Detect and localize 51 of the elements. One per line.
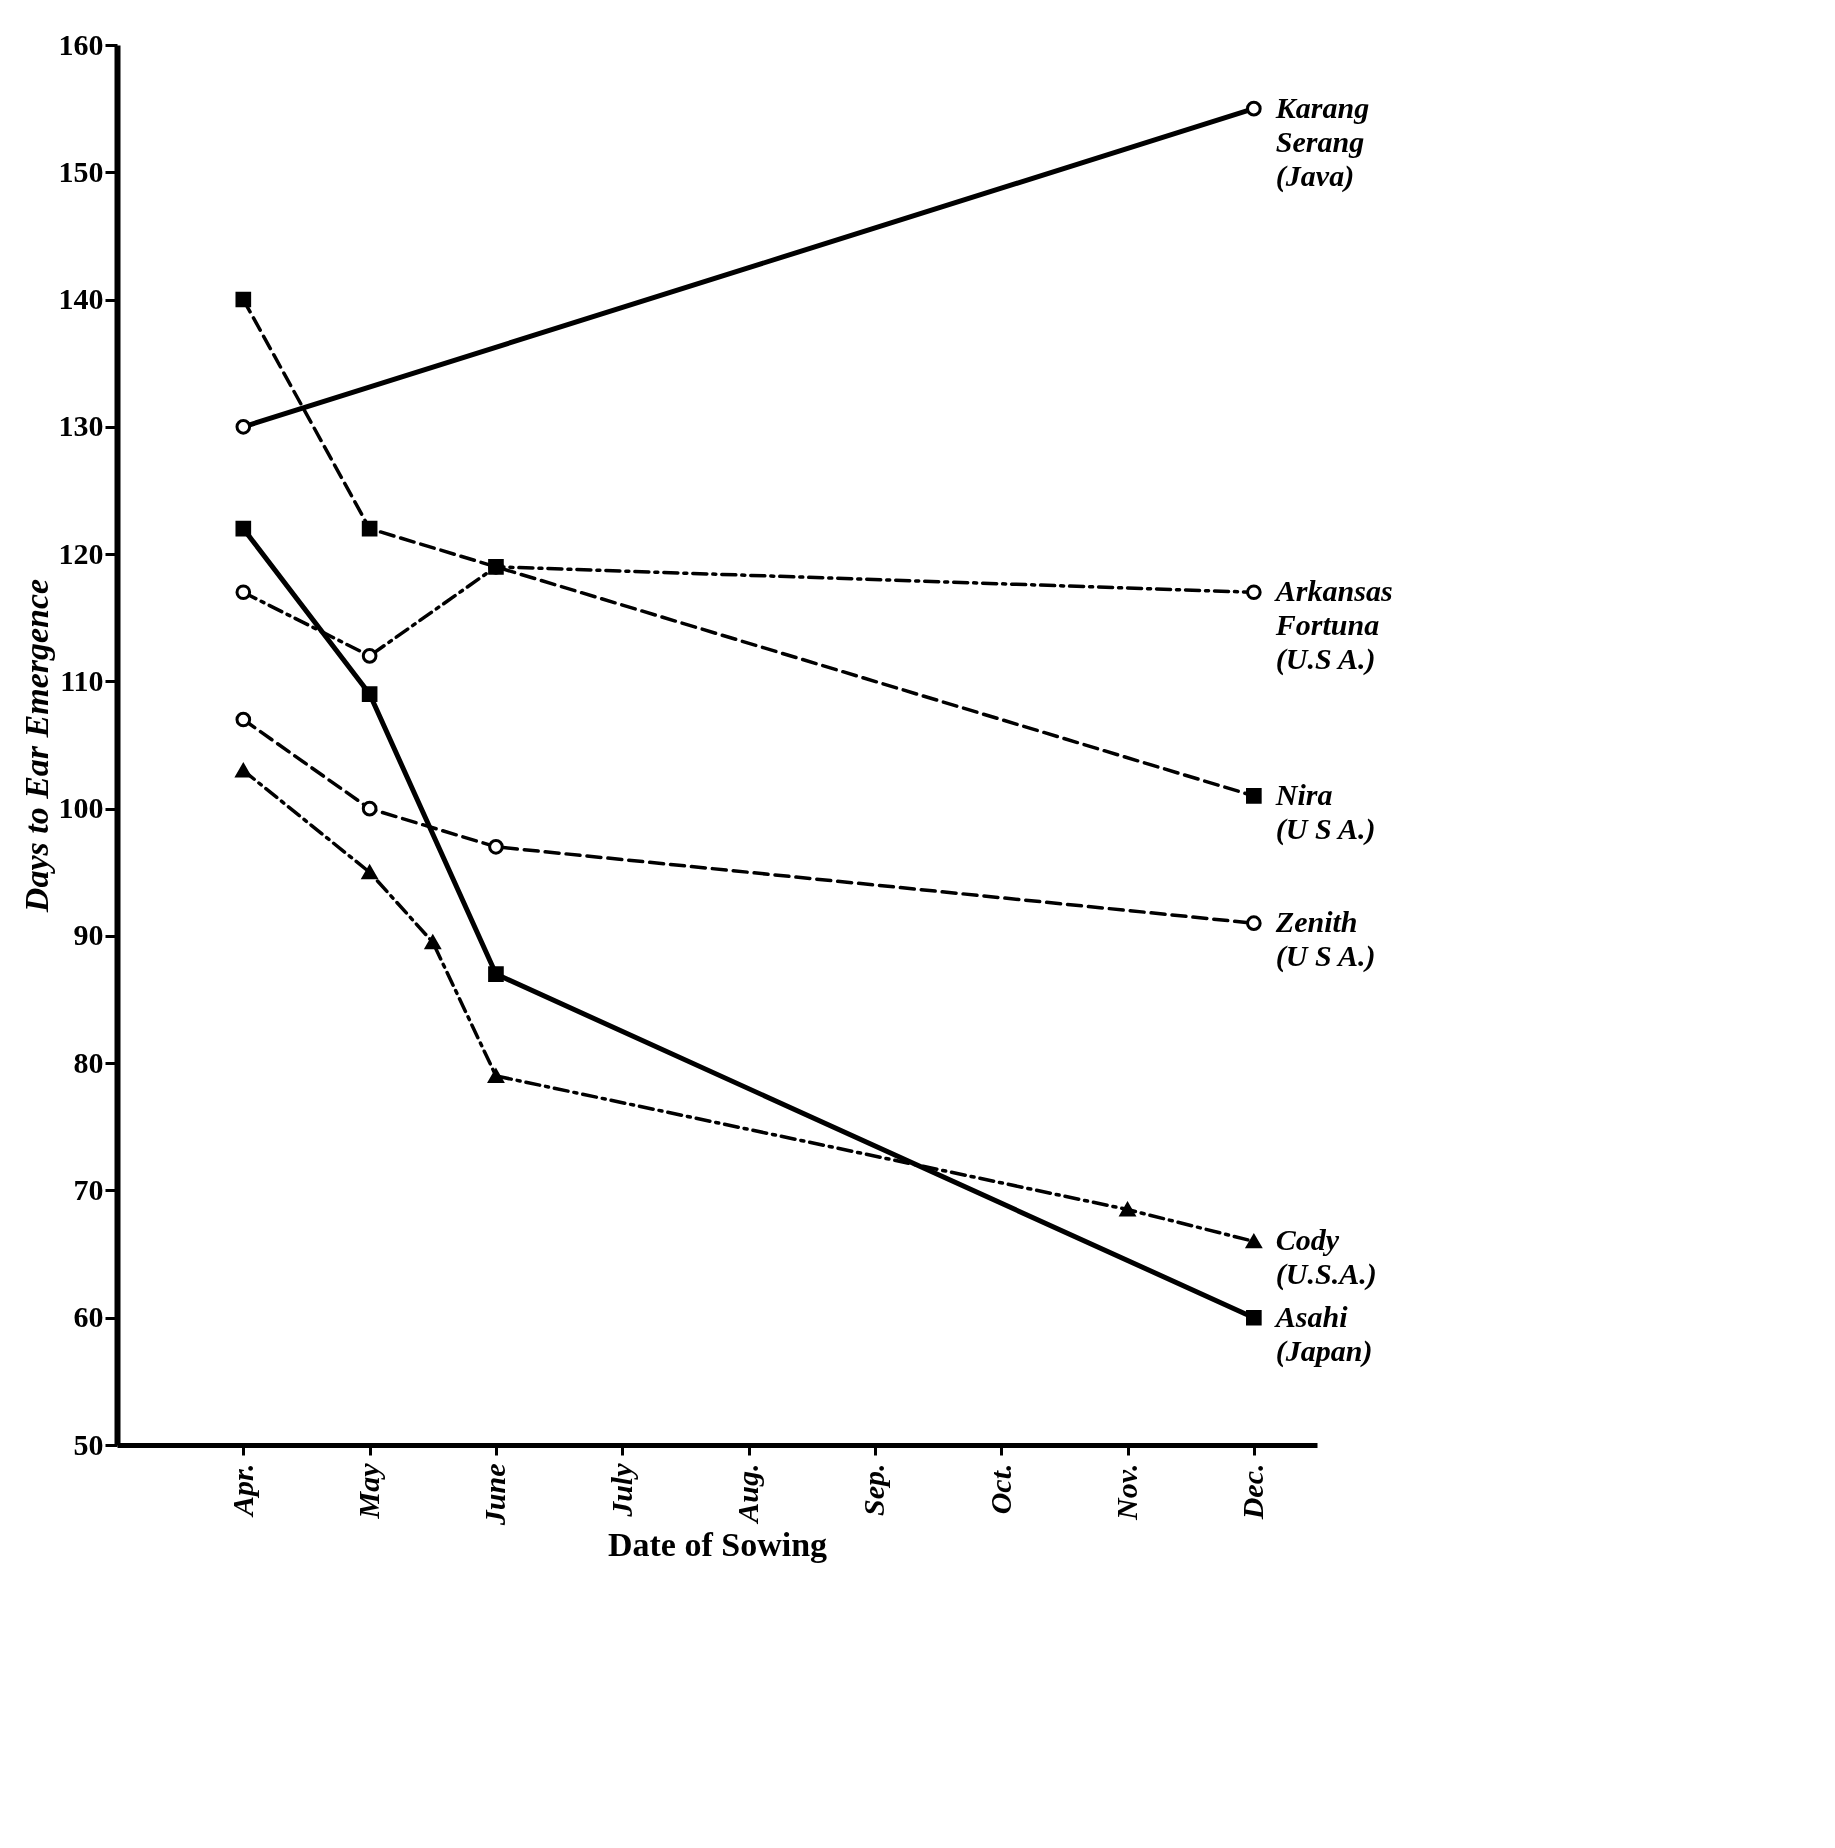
y-tick-label: 110 xyxy=(60,663,104,697)
x-axis-title: Date of Sowing xyxy=(607,1526,828,1564)
x-tick-label: June xyxy=(478,1463,512,1527)
series-label: Karang Serang (Java) xyxy=(1274,90,1370,193)
point xyxy=(361,800,378,817)
point xyxy=(235,763,252,778)
point xyxy=(1246,1309,1262,1326)
point xyxy=(235,520,252,537)
y-tick-label: 150 xyxy=(58,154,104,188)
point xyxy=(361,648,378,664)
x-tick-label: Oct. xyxy=(983,1463,1017,1515)
point xyxy=(424,935,441,950)
x-tick-label: Dec. xyxy=(1236,1463,1270,1521)
point xyxy=(1246,915,1262,931)
y-tick-label: 60 xyxy=(73,1300,104,1334)
point xyxy=(235,584,252,601)
y-tick-label: 140 xyxy=(58,282,104,316)
x-tick-label: Apr. xyxy=(225,1463,259,1519)
point xyxy=(1246,100,1262,117)
y-tick-label: 50 xyxy=(73,1427,104,1461)
series-label: Nira (U S A.) xyxy=(1274,777,1376,846)
y-tick-label: 70 xyxy=(73,1172,104,1206)
series-label: Cody (U.S.A.) xyxy=(1275,1223,1377,1292)
point xyxy=(488,966,504,982)
y-tick-label: 80 xyxy=(73,1045,104,1079)
point xyxy=(488,839,504,855)
point xyxy=(361,865,378,880)
point xyxy=(1246,584,1262,601)
point xyxy=(1246,1234,1262,1249)
point xyxy=(1119,1202,1136,1217)
point xyxy=(1246,788,1262,804)
series-label: Arkansas Fortuna (U.S A.) xyxy=(1273,574,1393,677)
point xyxy=(235,419,252,435)
point xyxy=(235,291,252,308)
y-axis-title: Days to Ear Emergence xyxy=(17,578,55,914)
x-tick-label: Aug. xyxy=(731,1463,765,1525)
x-tick-label: May xyxy=(352,1462,386,1520)
y-tick-label: 160 xyxy=(58,27,104,61)
series-label: Asahi (Japan) xyxy=(1273,1299,1373,1368)
x-tick-label: July xyxy=(604,1462,638,1518)
y-tick-label: 130 xyxy=(58,409,104,443)
point xyxy=(488,1068,504,1083)
series-label: Zenith (U S A.) xyxy=(1274,905,1376,974)
y-tick-label: 100 xyxy=(58,791,104,825)
x-tick-label: Nov. xyxy=(1110,1463,1144,1521)
point xyxy=(361,686,378,702)
point xyxy=(235,711,252,728)
x-tick-label: Sep. xyxy=(857,1463,891,1516)
y-tick-label: 120 xyxy=(58,536,104,570)
point xyxy=(361,520,378,537)
y-tick-label: 90 xyxy=(73,918,104,952)
